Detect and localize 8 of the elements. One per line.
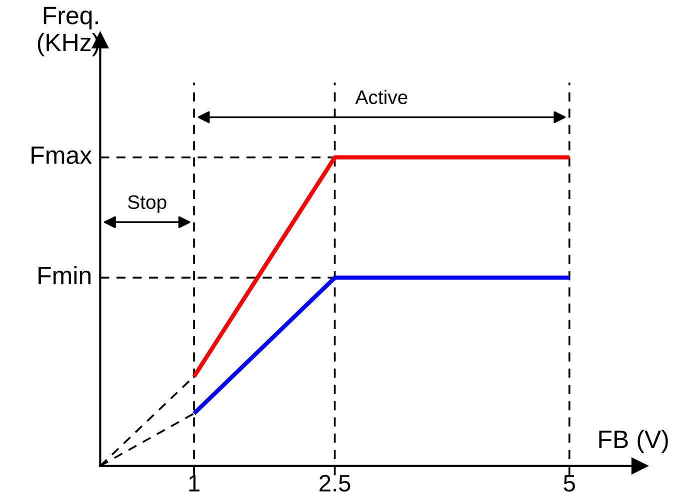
x-tick-label: 5: [564, 475, 575, 492]
x-tick-label: 2.5: [320, 474, 350, 492]
ref-line-label: Fmax: [32, 146, 92, 164]
x-axis-title: FB (V): [599, 430, 668, 454]
annotation: Stop: [128, 195, 166, 213]
ref-line-label: Fmin: [38, 266, 90, 284]
x-tick-label: 1: [189, 475, 200, 492]
text: Active: [355, 90, 408, 104]
